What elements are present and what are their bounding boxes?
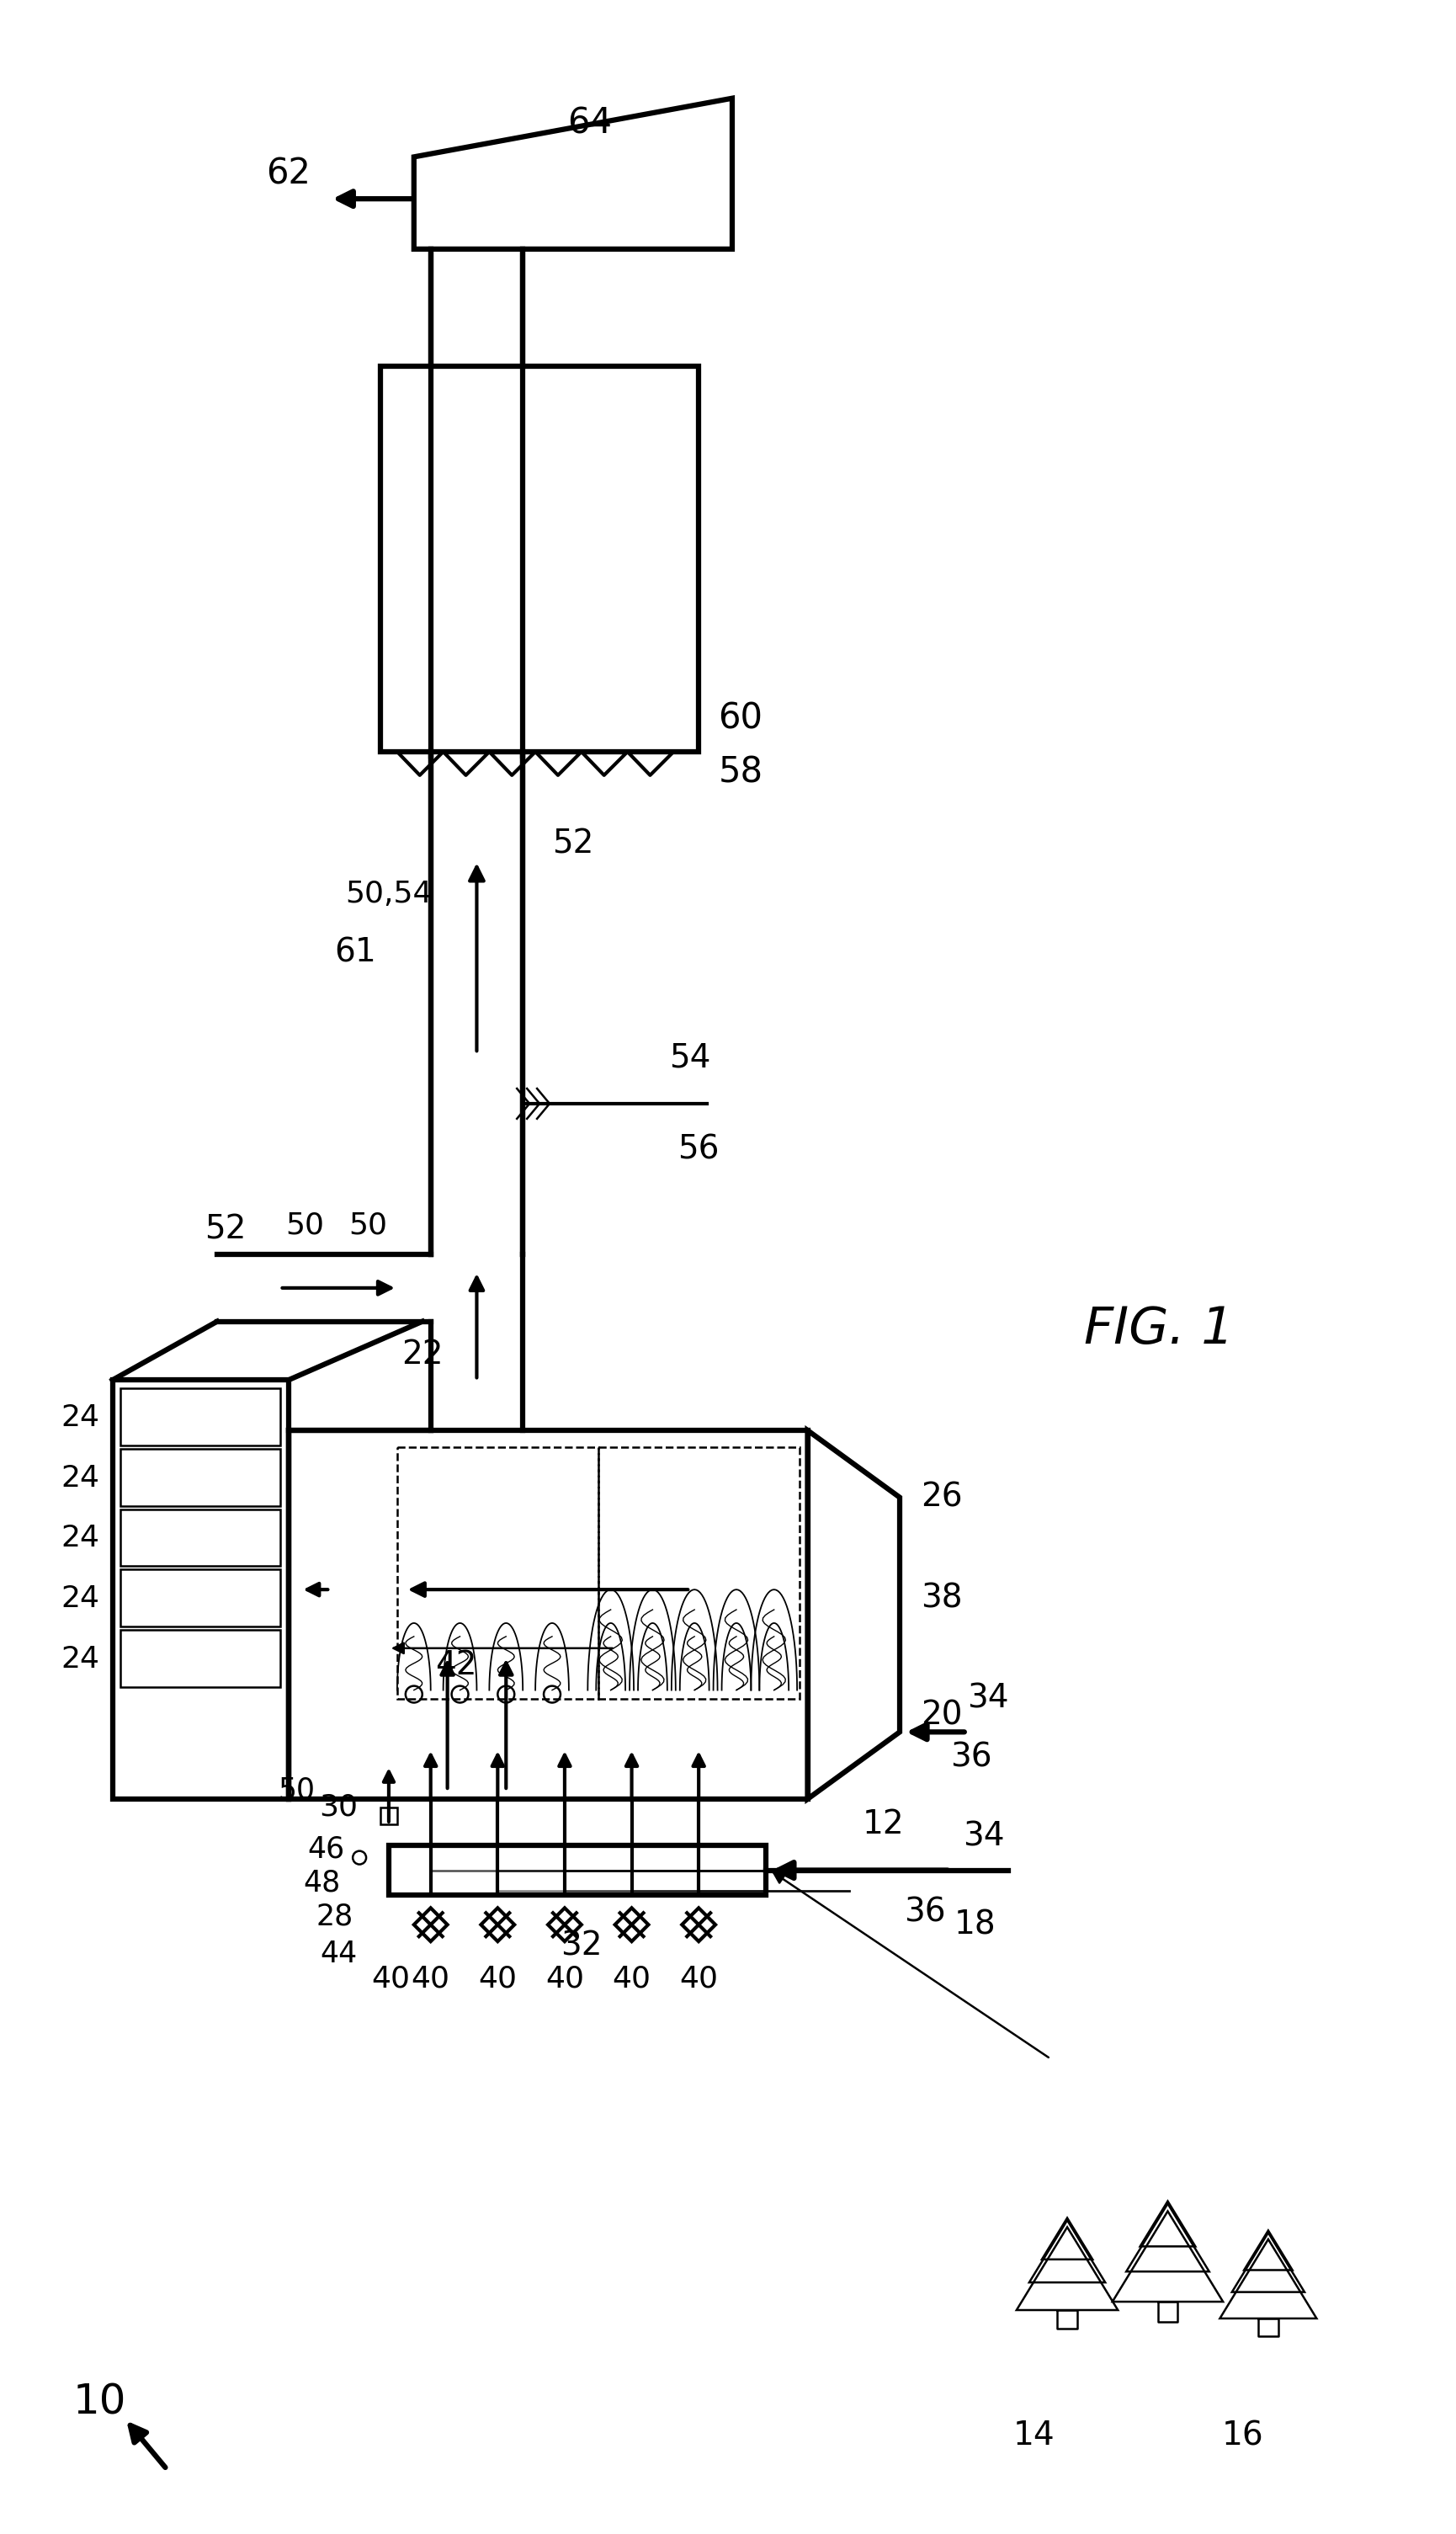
Text: 26: 26 bbox=[920, 1482, 962, 1513]
Text: 52: 52 bbox=[552, 829, 594, 859]
Text: 40: 40 bbox=[411, 1964, 450, 1994]
Text: 40: 40 bbox=[545, 1964, 584, 1994]
Text: 58: 58 bbox=[718, 755, 763, 791]
Text: 16: 16 bbox=[1222, 2420, 1264, 2453]
Text: 61: 61 bbox=[335, 938, 376, 968]
Text: 40: 40 bbox=[612, 1964, 651, 1994]
Text: 48: 48 bbox=[303, 1868, 341, 1898]
Text: 40: 40 bbox=[478, 1964, 517, 1994]
Text: 30: 30 bbox=[319, 1794, 358, 1822]
Text: 44: 44 bbox=[320, 1939, 357, 1969]
Text: 24: 24 bbox=[61, 1584, 100, 1614]
Bar bbox=[598, 1447, 799, 1698]
Text: 10: 10 bbox=[73, 2382, 127, 2423]
Bar bbox=[380, 1807, 397, 1824]
Bar bbox=[121, 1449, 280, 1505]
Text: 38: 38 bbox=[920, 1581, 962, 1614]
Bar bbox=[121, 1629, 280, 1688]
Text: 32: 32 bbox=[561, 1928, 601, 1961]
Text: 24: 24 bbox=[61, 1523, 100, 1553]
Text: 52: 52 bbox=[204, 1214, 246, 1244]
Text: 40: 40 bbox=[371, 1964, 409, 1994]
Text: 22: 22 bbox=[402, 1338, 443, 1371]
Text: 34: 34 bbox=[967, 1683, 1008, 1716]
Text: 54: 54 bbox=[670, 1041, 711, 1074]
Text: 50: 50 bbox=[285, 1211, 325, 1239]
Text: 24: 24 bbox=[61, 1465, 100, 1493]
Text: 36: 36 bbox=[949, 1741, 992, 1774]
Text: 24: 24 bbox=[61, 1645, 100, 1672]
Text: 60: 60 bbox=[718, 699, 763, 735]
Bar bbox=[389, 1845, 766, 1895]
Bar bbox=[121, 1569, 280, 1627]
Text: 20: 20 bbox=[920, 1700, 962, 1731]
Text: 12: 12 bbox=[862, 1809, 903, 1840]
Text: 42: 42 bbox=[435, 1650, 476, 1680]
Text: 64: 64 bbox=[568, 106, 612, 142]
Text: 62: 62 bbox=[266, 157, 310, 193]
Text: 50,54: 50,54 bbox=[345, 879, 432, 910]
Text: 50: 50 bbox=[348, 1211, 387, 1239]
Bar bbox=[397, 1447, 598, 1698]
Text: 36: 36 bbox=[903, 1895, 945, 1928]
Text: 56: 56 bbox=[677, 1133, 719, 1166]
Text: 34: 34 bbox=[962, 1822, 1003, 1852]
Text: FIG. 1: FIG. 1 bbox=[1083, 1305, 1233, 1356]
Bar bbox=[380, 367, 699, 753]
Text: 14: 14 bbox=[1012, 2420, 1054, 2453]
Text: 46: 46 bbox=[307, 1835, 345, 1862]
Text: 40: 40 bbox=[678, 1964, 718, 1994]
Bar bbox=[112, 1381, 288, 1799]
Bar bbox=[121, 1389, 280, 1444]
Text: 28: 28 bbox=[316, 1903, 352, 1931]
Text: 18: 18 bbox=[954, 1908, 996, 1941]
Bar bbox=[121, 1510, 280, 1566]
Text: 24: 24 bbox=[61, 1404, 100, 1432]
Text: 50: 50 bbox=[278, 1776, 314, 1804]
